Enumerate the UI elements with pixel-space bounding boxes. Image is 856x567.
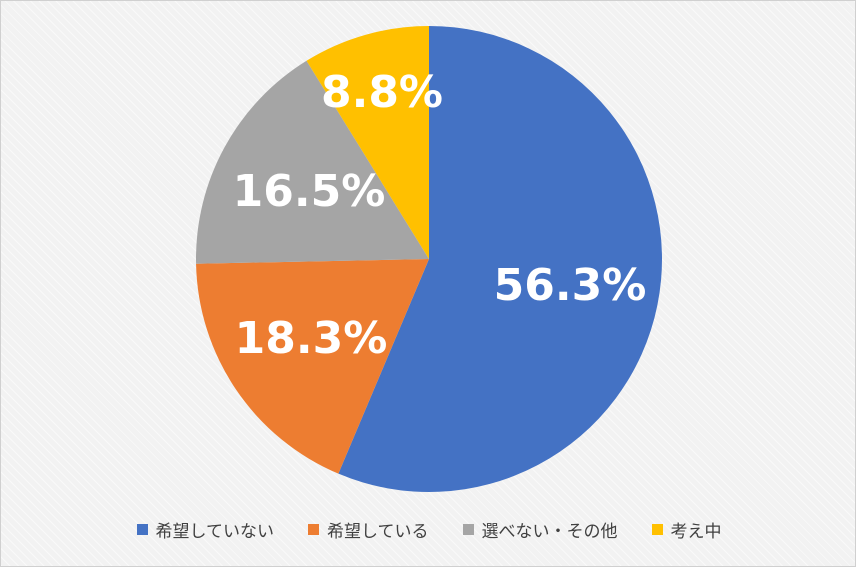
legend-label-0: 希望していない	[155, 522, 275, 542]
slice-data-label-0: 56.3%	[494, 260, 647, 311]
pie-slice-2	[195, 60, 429, 264]
legend-item-2: 選べない・その他	[462, 517, 618, 542]
slice-data-label-3: 8.8%	[321, 67, 443, 118]
pie-slice-1	[196, 259, 429, 474]
pie-slice-3	[306, 26, 429, 259]
slice-data-label-1: 18.3%	[235, 313, 388, 364]
legend-item-0: 希望していない	[136, 517, 275, 542]
legend-item-3: 考え中	[651, 517, 722, 542]
legend-swatch-2	[462, 524, 474, 535]
pie-chart: 56.3% 18.3% 16.5% 8.8%	[195, 26, 662, 492]
legend-swatch-3	[651, 524, 663, 535]
slice-data-label-2: 16.5%	[233, 166, 386, 217]
legend-item-1: 希望している	[308, 517, 429, 542]
legend-label-2: 選べない・その他	[481, 522, 618, 542]
legend-label-1: 希望している	[327, 522, 429, 542]
chart-legend: 希望していない 希望している 選べない・その他 考え中	[1, 517, 856, 542]
pie-slice-0	[338, 26, 662, 492]
legend-swatch-1	[308, 524, 319, 535]
legend-swatch-0	[136, 524, 148, 535]
legend-label-3: 考え中	[670, 522, 722, 542]
